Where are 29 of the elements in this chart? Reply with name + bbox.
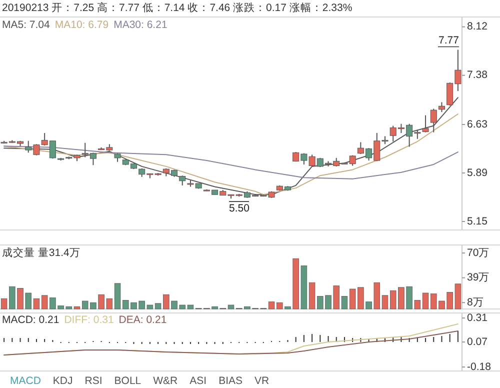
y-tick-label: 5.15 xyxy=(467,215,488,228)
y-tick-label: 70万 xyxy=(467,246,490,259)
y-tick-label: 6.63 xyxy=(467,118,488,130)
text: MA10: 6.79 xyxy=(54,18,109,31)
y-tick-label: 8万 xyxy=(467,296,484,308)
text: MACD xyxy=(10,374,42,387)
y-tick-label: 7.38 xyxy=(467,69,488,82)
text: BOLL xyxy=(114,374,142,387)
annotation: 5.50 xyxy=(229,202,250,214)
text: KDJ xyxy=(52,374,73,387)
text: W&R xyxy=(153,374,178,387)
y-tick-label: 5.89 xyxy=(467,166,488,179)
y-tick-label: 0.31 xyxy=(467,312,488,324)
text: MA30: 6.21 xyxy=(114,18,168,31)
series-label: MACD: 0.21 xyxy=(2,314,60,326)
chart-title: 成交量 量31.4万 xyxy=(2,246,80,259)
text: RSI xyxy=(84,374,102,387)
y-tick-label: 8.12 xyxy=(467,20,488,33)
text: BIAS xyxy=(218,374,243,387)
text: DEA: 0.21 xyxy=(118,314,167,326)
text: VR xyxy=(254,374,270,387)
text: MA5: 7.04 xyxy=(2,18,50,31)
text: DIFF: 0.31 xyxy=(64,314,114,326)
y-tick-label: 0.07 xyxy=(467,336,488,348)
chart-title: 20190213 开：7.25 高：7.77 低：7.14 收：7.46 涨跌：0.17 涨幅：2.33% xyxy=(2,0,352,14)
y-tick-label: -0.18 xyxy=(467,360,492,373)
y-tick-label: 39万 xyxy=(467,272,490,284)
annotation: 7.77 xyxy=(438,34,460,47)
text: ASI xyxy=(190,374,207,387)
